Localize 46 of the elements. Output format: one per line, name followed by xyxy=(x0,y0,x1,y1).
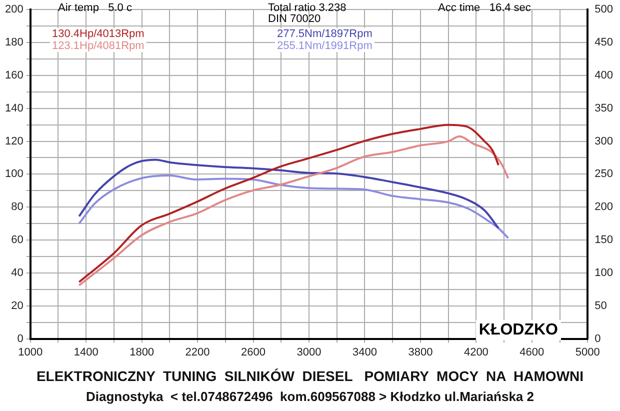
y-tick-label: 100 xyxy=(4,168,24,180)
y-tick-label: 200 xyxy=(4,4,24,16)
annotation: Air temp 5.0 c xyxy=(58,2,132,14)
y2-tick-label: 250 xyxy=(594,168,614,180)
x-tick-label: 3800 xyxy=(408,346,433,358)
x-tick-label: 2200 xyxy=(185,346,210,358)
y2-tick-label: 300 xyxy=(594,135,614,148)
text: 277.5Nm/1897Rpm xyxy=(277,28,372,40)
y-tick-label: 20 xyxy=(11,300,24,312)
x-tick-label: 1000 xyxy=(18,346,43,358)
y-tick-label: 120 xyxy=(4,135,24,148)
x-tick-label: 5000 xyxy=(575,346,600,358)
y-tick-label: 60 xyxy=(11,234,24,246)
y2-tick-label: 450 xyxy=(594,36,614,49)
x-tick-label: 3400 xyxy=(352,346,377,358)
line-series xyxy=(78,174,510,240)
y-tick-label: 180 xyxy=(4,36,24,49)
y2-tick-label: 50 xyxy=(594,300,607,312)
x-tick-label: 1400 xyxy=(74,346,98,358)
text: 255.1Nm/1991Rpm xyxy=(277,40,372,52)
y2-tick-label: 500 xyxy=(594,4,614,16)
x-tick-label: 4200 xyxy=(464,346,488,358)
annotation: Total ratio 3.238 xyxy=(268,2,346,14)
y2-tick-label: 0 xyxy=(594,332,601,345)
annotation: DIN 70020 xyxy=(268,13,321,26)
y2-tick-label: 200 xyxy=(594,201,614,214)
text: Diagnostyka < tel.0748672496 kom.609567088 > Kłodzko ul.Mariańska 2 xyxy=(84,389,536,404)
y-tick-label: 80 xyxy=(11,201,24,214)
y-tick-label: 40 xyxy=(11,266,24,279)
text: 130.4Hp/4013Rpm xyxy=(52,28,144,40)
y-tick-label: 0 xyxy=(17,332,24,345)
y2-tick-label: 400 xyxy=(594,69,614,82)
x-tick-label: 4600 xyxy=(520,346,544,358)
annotation: Acc time 16.4 sec xyxy=(438,2,532,14)
y2-tick-label: 100 xyxy=(594,266,614,279)
annotation: KŁODZKO xyxy=(478,321,558,338)
text: 123.1Hp/4081Rpm xyxy=(52,40,144,52)
y2-tick-label: 150 xyxy=(594,234,614,246)
line-series xyxy=(78,158,500,230)
y-tick-label: 160 xyxy=(4,69,24,82)
text: ELEKTRONICZNY TUNING SILNIKÓW DIESEL POMIARY MOCY NA HAMOWNI xyxy=(35,368,585,384)
x-tick-label: 2600 xyxy=(241,346,266,358)
y2-tick-label: 350 xyxy=(594,102,614,114)
x-tick-label: 3000 xyxy=(296,346,322,358)
y-tick-label: 140 xyxy=(4,102,24,114)
x-tick-label: 1800 xyxy=(130,346,154,358)
